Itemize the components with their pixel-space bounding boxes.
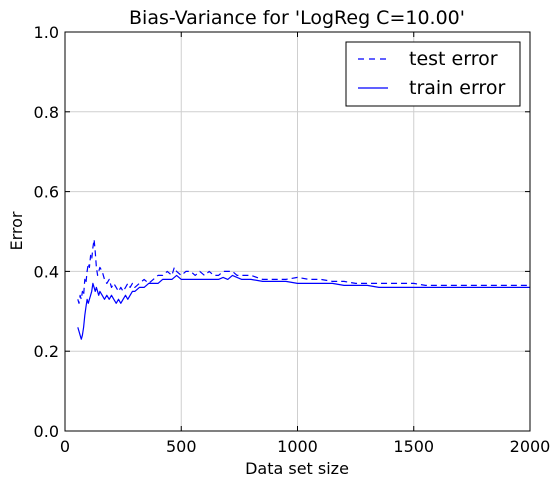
chart-title: Bias-Variance for 'LogReg C=10.00' (129, 7, 465, 29)
y-tick-label: 0.2 (34, 342, 59, 361)
x-tick-label: 2000 (510, 437, 551, 456)
x-tick-label: 0 (60, 437, 70, 456)
x-tick-label: 500 (166, 437, 197, 456)
x-axis-ticks: 0 500 1000 1500 2000 (60, 32, 550, 456)
legend-train-error-label: train error (409, 77, 505, 99)
train-error-line (77, 274, 530, 340)
y-tick-label: 0.6 (34, 183, 59, 202)
y-axis-ticks: 0.0 0.2 0.4 0.6 0.8 1.0 (34, 23, 530, 441)
y-tick-label: 0.4 (34, 262, 59, 281)
x-tick-label: 1000 (277, 437, 318, 456)
legend-box (345, 41, 521, 107)
series-layer (77, 238, 530, 340)
y-axis-label: Error (7, 211, 26, 250)
y-tick-label: 0.0 (34, 422, 59, 441)
x-tick-label: 1500 (393, 437, 434, 456)
x-axis-label: Data set size (245, 459, 349, 478)
y-tick-label: 1.0 (34, 23, 59, 42)
y-tick-label: 0.8 (34, 103, 59, 122)
legend-test-error-label: test error (409, 48, 498, 70)
legend: test error train error (345, 41, 521, 107)
